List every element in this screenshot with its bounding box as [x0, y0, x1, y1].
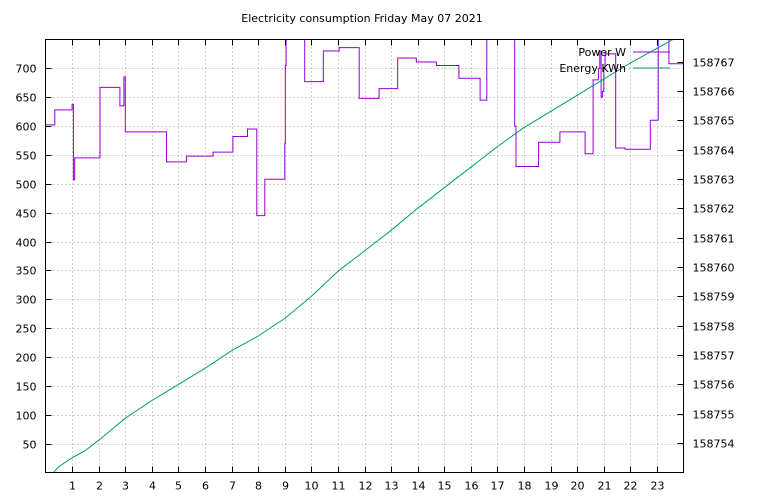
- y-tick-label: 300: [16, 294, 37, 307]
- y2-tick-label: 158754: [693, 438, 735, 451]
- y2-tick-label: 158760: [693, 262, 735, 275]
- x-tick-label: 16: [465, 480, 479, 493]
- grid-lines: [45, 39, 684, 473]
- y-tick-label: 500: [16, 179, 37, 192]
- x-tick-label: 9: [282, 480, 289, 493]
- y2-tick-label: 158764: [693, 145, 735, 158]
- y-tick-label: 350: [16, 265, 37, 278]
- legend-label: Energy KWh: [559, 62, 626, 75]
- y-tick-label: 450: [16, 208, 37, 221]
- x-tick-label: 8: [255, 480, 262, 493]
- x-tick-label: 21: [598, 480, 612, 493]
- y2-tick-label: 158762: [693, 203, 735, 216]
- y2-tick-label: 158767: [693, 57, 735, 70]
- y2-tick-label: 158755: [693, 409, 735, 422]
- x-tick-label: 13: [385, 480, 399, 493]
- y-tick-label: 200: [16, 352, 37, 365]
- x-tick-label: 12: [359, 480, 373, 493]
- x-tick-label: 3: [122, 480, 129, 493]
- x-tick-label: 23: [651, 480, 665, 493]
- energy-kwh-line: [53, 39, 674, 473]
- y2-tick-label: 158756: [693, 379, 735, 392]
- y2-tick-label: 158763: [693, 174, 735, 187]
- y2-tick-label: 158765: [693, 115, 735, 128]
- y2-tick-label: 158761: [693, 233, 735, 246]
- x-tick-label: 19: [545, 480, 559, 493]
- y-tick-label: 400: [16, 237, 37, 250]
- axes-layer: 1 2 3 4 5 6 7 8 9 10 11 12 13 14 15 16 17 18 19 20 21 22 23501…: [16, 39, 735, 493]
- y-tick-label: 600: [16, 121, 37, 134]
- x-tick-label: 10: [305, 480, 319, 493]
- x-tick-label: 5: [175, 480, 182, 493]
- y-tick-label: 100: [16, 410, 37, 423]
- x-tick-label: 1: [69, 480, 76, 493]
- x-tick-label: 7: [229, 480, 236, 493]
- x-tick-label: 22: [624, 480, 638, 493]
- x-tick-label: 17: [491, 480, 505, 493]
- chart-title: Electricity consumption Friday May 07 20…: [241, 12, 482, 25]
- y-tick-label: 150: [16, 381, 37, 394]
- power-w-line: [45, 39, 684, 217]
- y2-tick-label: 158759: [693, 291, 735, 304]
- x-tick-label: 11: [332, 480, 346, 493]
- x-tick-label: 2: [96, 480, 103, 493]
- y-tick-label: 50: [23, 439, 37, 452]
- y-tick-label: 550: [16, 150, 37, 163]
- x-tick-label: 20: [571, 480, 585, 493]
- x-tick-label: 14: [412, 480, 426, 493]
- plot-frame: [45, 39, 684, 473]
- y2-tick-label: 158766: [693, 86, 735, 99]
- y2-tick-label: 158757: [693, 350, 735, 363]
- x-tick-label: 15: [438, 480, 452, 493]
- legend-label: Power W: [578, 46, 626, 59]
- x-tick-label: 18: [518, 480, 532, 493]
- legend: Power W Energy KWh: [559, 46, 670, 75]
- y-tick-label: 700: [16, 63, 37, 76]
- x-tick-label: 6: [202, 480, 209, 493]
- y-tick-label: 250: [16, 323, 37, 336]
- y-tick-label: 650: [16, 92, 37, 105]
- y2-tick-label: 158758: [693, 321, 735, 334]
- x-tick-label: 4: [149, 480, 156, 493]
- series-layer: [45, 39, 684, 473]
